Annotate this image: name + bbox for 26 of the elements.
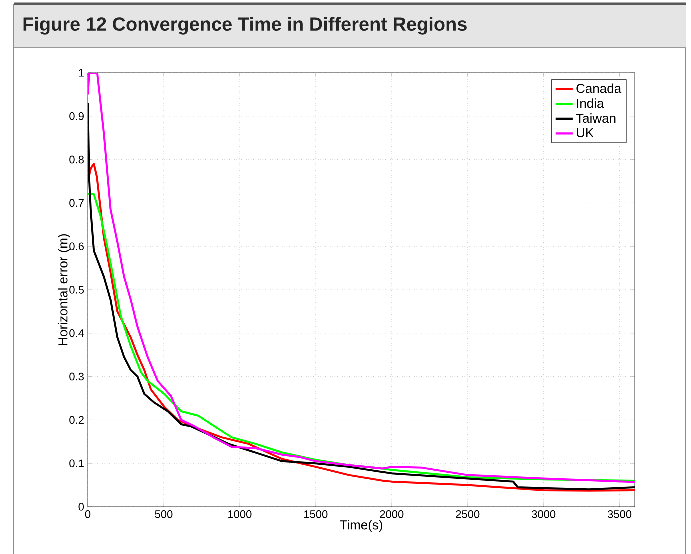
y-tick-label: 0.3 — [70, 372, 84, 381]
y-tick-label: 0.5 — [70, 286, 84, 294]
y-tick-label: 0.6 — [70, 242, 84, 250]
y-tick-label: 0.4 — [70, 330, 84, 338]
y-tick-label: 0.2 — [70, 416, 84, 424]
x-tick-label: 0 — [85, 510, 91, 518]
x-tick-label: 2000 — [380, 510, 404, 518]
x-tick-label: 3500 — [608, 510, 632, 518]
y-axis-title: Horizontal error (m) — [58, 234, 70, 346]
x-tick-label: 1500 — [304, 510, 328, 518]
y-tick-label: 0.8 — [70, 156, 84, 164]
y-tick-label: 0 — [78, 503, 84, 511]
legend-label: Canada — [576, 84, 622, 94]
legend-label: India — [577, 98, 604, 108]
y-tick-label: 0.9 — [70, 112, 84, 120]
chart-title: Figure 12 Convergence Time in Different Regions — [24, 17, 467, 35]
legend-label: Taiwan — [576, 114, 616, 124]
y-tick-label: 1 — [79, 69, 84, 77]
x-tick-label: 2500 — [456, 510, 480, 518]
y-tick-label: 0.7 — [70, 199, 84, 208]
y-tick-label: 0.1 — [70, 460, 84, 468]
legend-label: UK — [577, 128, 594, 138]
x-tick-label: 500 — [155, 510, 173, 518]
x-tick-label: 1000 — [228, 510, 252, 518]
x-tick-label: 3000 — [532, 510, 556, 518]
x-axis-title: Time(s) — [340, 520, 382, 532]
